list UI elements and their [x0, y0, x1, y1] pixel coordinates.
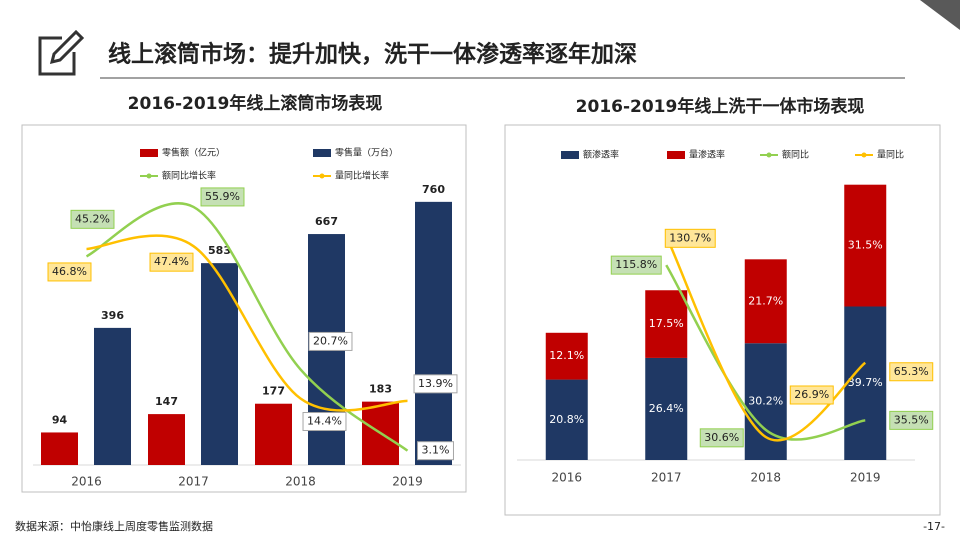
x-tick-label: 2019 — [850, 471, 881, 485]
x-tick-label: 2019 — [392, 475, 423, 489]
data-label: 115.8% — [615, 258, 657, 271]
label-box — [889, 362, 934, 382]
bar-label: 26.4% — [649, 402, 684, 415]
bar — [415, 201, 452, 465]
legend-label: 额同比增长率 — [162, 170, 216, 182]
x-tick-label: 2016 — [71, 475, 102, 489]
label-box — [308, 331, 353, 351]
legend-swatch — [561, 151, 579, 159]
legend-marker — [146, 173, 152, 179]
label-box — [200, 187, 245, 207]
data-label: 26.9% — [794, 388, 829, 401]
bar-label: 183 — [369, 383, 392, 396]
edit-icon — [38, 29, 85, 76]
label-box — [889, 410, 934, 430]
line-series — [85, 202, 409, 452]
chart-title: 2016-2019年线上洗干一体市场表现 — [576, 96, 865, 117]
legend-marker — [861, 152, 867, 158]
x-tick-label: 2017 — [178, 475, 209, 489]
line-series — [665, 235, 867, 442]
x-tick-label: 2016 — [551, 471, 582, 485]
label-box — [789, 385, 834, 405]
label-box — [70, 209, 115, 229]
data-label: 47.4% — [154, 255, 189, 268]
bar — [645, 357, 688, 460]
line-series — [86, 234, 408, 412]
bar-label: 31.5% — [848, 239, 883, 252]
data-label: 30.6% — [704, 431, 739, 444]
legend-label: 零售量（万台） — [335, 147, 398, 159]
bar-label: 177 — [262, 385, 285, 398]
bar-label: 147 — [155, 395, 178, 408]
label-box — [417, 441, 454, 461]
left-panel — [21, 124, 467, 493]
page-number: -17- — [923, 520, 945, 533]
bar-label: 667 — [315, 215, 338, 228]
chart-title: 2016-2019年线上滚筒市场表现 — [128, 93, 383, 114]
bar — [201, 263, 238, 465]
bar-label: 17.5% — [649, 317, 684, 330]
x-tick-label: 2018 — [750, 471, 781, 485]
data-label: 46.8% — [52, 265, 87, 278]
legend-label: 量同比 — [877, 149, 904, 161]
bar-label: 20.8% — [549, 413, 584, 426]
legend-swatch — [313, 149, 331, 157]
slide-title: 线上滚筒市场：提升加快，洗干一体渗透率逐年加深 — [108, 41, 637, 68]
bar — [844, 306, 887, 460]
bar-label: 12.1% — [549, 349, 584, 362]
data-label: 3.1% — [422, 444, 450, 457]
label-box — [413, 374, 458, 394]
data-label: 65.3% — [894, 365, 929, 378]
bar-label: 39.7% — [848, 376, 883, 389]
bar — [545, 332, 588, 380]
x-tick-label: 2018 — [285, 475, 316, 489]
legend-label: 零售额（亿元） — [162, 147, 225, 159]
legend-swatch — [667, 151, 685, 159]
data-label: 20.7% — [313, 334, 348, 347]
bar-label: 94 — [52, 413, 68, 426]
bar — [645, 290, 688, 358]
corner-mark — [920, 0, 960, 30]
label-box — [302, 412, 347, 432]
bar — [255, 403, 292, 465]
source-note: 数据来源：中怡康线上周度零售监测数据 — [15, 519, 213, 533]
legend-marker — [319, 173, 325, 179]
label-box — [47, 262, 92, 282]
data-label: 14.4% — [307, 415, 342, 428]
bar — [545, 379, 588, 460]
label-box — [699, 428, 744, 448]
bar-label: 760 — [422, 183, 445, 196]
label-box — [610, 255, 662, 275]
right-panel — [504, 124, 941, 516]
label-box — [149, 252, 194, 272]
x-tick-label: 2017 — [651, 471, 682, 485]
bar — [94, 327, 131, 465]
bar — [41, 432, 78, 465]
data-label: 13.9% — [418, 377, 453, 390]
bar-label: 396 — [101, 309, 124, 322]
legend-marker — [766, 152, 772, 158]
bar-label: 30.2% — [748, 395, 783, 408]
bar — [148, 414, 185, 465]
bar-label: 21.7% — [748, 294, 783, 307]
data-label: 55.9% — [205, 190, 240, 203]
legend-label: 量渗透率 — [689, 149, 725, 161]
data-label: 45.2% — [75, 212, 110, 225]
bar — [844, 184, 887, 307]
legend-label: 额渗透率 — [583, 149, 619, 161]
data-label: 130.7% — [669, 231, 711, 244]
bar-label: 583 — [208, 244, 231, 257]
line-series — [665, 264, 866, 441]
data-label: 35.5% — [894, 413, 929, 426]
legend-label: 额同比 — [782, 149, 809, 161]
legend-label: 量同比增长率 — [335, 170, 389, 182]
legend-swatch — [140, 149, 158, 157]
label-box — [664, 228, 716, 248]
bar — [744, 259, 787, 344]
